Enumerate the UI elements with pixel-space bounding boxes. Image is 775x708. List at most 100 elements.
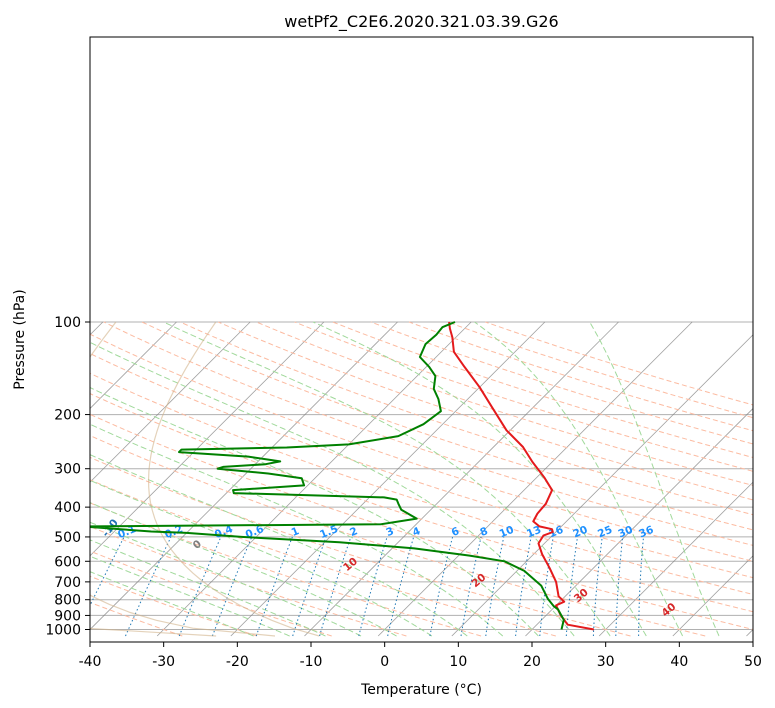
dewpoint-profile-line — [90, 321, 565, 630]
x-tick-label: 10 — [449, 654, 467, 670]
dry-adiabat — [90, 456, 631, 637]
isotherm-gridline — [598, 481, 753, 637]
y-tick-label: 500 — [54, 530, 81, 546]
mixing-ratio-label: 8 — [478, 525, 489, 539]
background-lines — [90, 321, 753, 637]
mixing-ratio-label: 25 — [596, 524, 614, 541]
isotherm-gridline — [90, 321, 251, 483]
moist-adiabat — [90, 454, 468, 637]
x-tick-label: 0 — [380, 654, 389, 670]
dry-adiabat-label: -20 — [8, 502, 29, 524]
mixing-ratio-line — [255, 536, 293, 637]
dry-adiabat — [256, 321, 753, 486]
moist-adiabat — [90, 502, 397, 637]
mixing-ratio-line — [387, 536, 415, 637]
moist-adiabat — [90, 539, 326, 637]
dry-adiabat — [90, 575, 258, 637]
x-tick-label: 50 — [744, 654, 762, 670]
y-tick-label: 700 — [54, 575, 81, 591]
mixing-ratio-line — [565, 536, 578, 637]
mixing-ratio-line — [615, 536, 624, 637]
mixing-ratio-label: 16 — [547, 524, 565, 541]
dry-adiabat — [179, 321, 753, 516]
mixing-ratio-label: 2 — [348, 525, 359, 539]
dry-adiabat — [408, 321, 753, 432]
moist-adiabat — [312, 321, 647, 637]
dry-adiabat — [90, 372, 753, 595]
moist-adiabat — [90, 571, 254, 637]
dry-adiabat — [370, 321, 753, 445]
chart-title: wetPf2_C2E6.2020.321.03.39.G26 — [284, 12, 558, 32]
mixing-ratio-label: 6 — [450, 525, 461, 539]
mixing-ratio-line — [211, 536, 253, 637]
y-tick-label: 600 — [54, 554, 81, 570]
moist-adiabat — [474, 321, 684, 637]
mixing-ratio-line — [485, 536, 505, 637]
x-tick-label: 20 — [523, 654, 541, 670]
mixing-ratio-line — [178, 536, 222, 637]
mixing-ratio-label: 1 — [290, 525, 301, 539]
x-tick-label: 30 — [597, 654, 615, 670]
moist-adiabat — [589, 321, 720, 637]
mixing-ratio-line — [515, 536, 532, 637]
mixing-ratio-label: 36 — [637, 524, 655, 541]
x-tick-label: 40 — [670, 654, 688, 670]
mixing-ratio-label: 3 — [384, 525, 395, 539]
dry-adiabat — [90, 435, 706, 637]
dry-adiabat — [90, 413, 753, 631]
dry-adiabat — [485, 321, 753, 406]
isotherm-gridline — [451, 334, 753, 637]
axes: -40 -30 -20 -10 0 10 20 30 40 50 100 200 300 400 500 60… — [45, 315, 762, 670]
sounding-profiles — [90, 321, 595, 631]
isotherm-gridline — [230, 321, 546, 637]
isotherm-gridline — [90, 321, 325, 557]
y-tick-label: 1000 — [45, 623, 81, 639]
y-tick-label: 200 — [54, 408, 81, 424]
mixing-ratio-line — [638, 536, 644, 637]
plot-background — [90, 37, 753, 642]
mixing-ratio-label: 4 — [411, 525, 422, 539]
dry-adiabat — [332, 321, 753, 459]
y-tick-label: 800 — [54, 593, 81, 609]
isotherm-gridline — [377, 321, 693, 637]
isotherm-gridline — [90, 321, 177, 410]
dry-adiabat — [90, 479, 556, 637]
dry-adiabat — [90, 550, 332, 637]
mixing-ratio-label: 10 — [498, 524, 516, 541]
mixing-ratio-label: 20 — [571, 524, 589, 541]
mixing-ratio-line — [358, 536, 388, 637]
mixing-ratio-label: 30 — [617, 524, 635, 541]
mixing-ratio-line — [292, 536, 327, 637]
mixing-ratio-line — [539, 536, 554, 637]
y-tick-label: 100 — [54, 315, 81, 331]
dry-adiabat — [90, 333, 753, 562]
lcl-curve — [147, 321, 320, 637]
dry-adiabat — [90, 393, 753, 613]
mixing-ratio-line — [592, 536, 603, 637]
x-tick-label: -20 — [226, 654, 249, 670]
moist-adiabat — [90, 423, 504, 637]
x-tick-label: -40 — [79, 654, 102, 670]
x-axis-label: Temperature (°C) — [360, 682, 482, 698]
mixing-ratio-line — [319, 536, 352, 637]
plot-frame — [89, 36, 754, 643]
temperature-profile-line — [448, 321, 595, 631]
mixing-ratio-line — [460, 536, 482, 637]
isotherm-gridline — [672, 555, 753, 637]
dry-adiabat — [90, 502, 482, 637]
moist-adiabat — [90, 341, 575, 637]
y-tick-label: 300 — [54, 462, 81, 478]
y-tick-label: 400 — [54, 500, 81, 516]
dry-adiabat — [141, 321, 753, 531]
moist-adiabat — [90, 555, 290, 637]
isotherm-gridline — [90, 321, 398, 631]
dry-adiabat — [103, 321, 753, 546]
y-axis-label: Pressure (hPa) — [12, 289, 28, 389]
x-tick-label: -30 — [152, 654, 175, 670]
mixing-ratio-label: 13 — [525, 524, 543, 541]
x-tick-label: -10 — [300, 654, 323, 670]
y-tick-label: 900 — [54, 608, 81, 624]
dry-adiabat — [447, 321, 753, 419]
dry-adiabat — [90, 352, 753, 579]
